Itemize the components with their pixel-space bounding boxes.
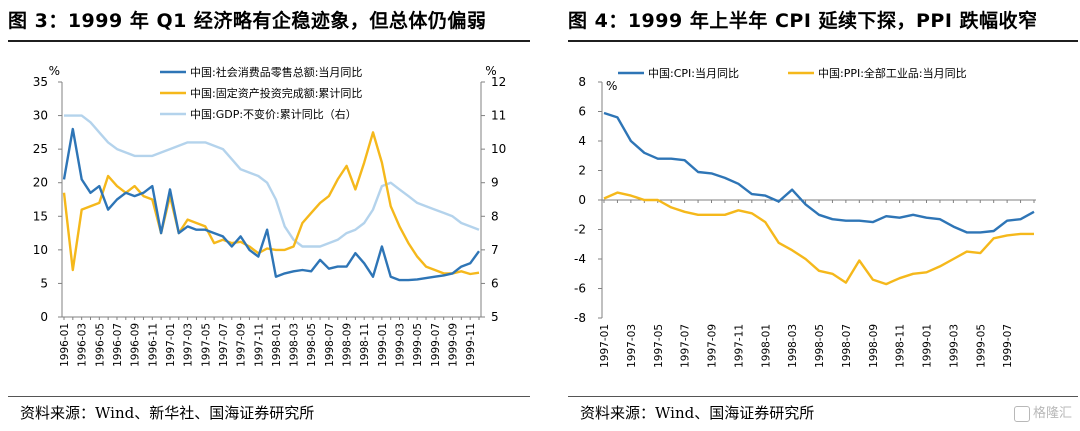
x-tick-label: 1999-01 [922,324,934,368]
x-tick-label: 1996-11 [147,323,159,367]
y-tick-label: 0 [578,193,586,207]
x-tick-label: 1999-05 [975,324,987,368]
y-tick-label: -2 [574,223,586,237]
x-tick-label: 1999-05 [412,323,424,367]
x-tick-label: 1999-11 [465,323,477,367]
x-tick-label: 1997-11 [733,324,745,368]
left-y-unit: % [49,64,60,78]
left-y-tick-label: 0 [40,310,48,324]
right-chart-title: 图 4：1999 年上半年 CPI 延续下探，PPI 跌幅收窄 [568,10,1038,32]
watermark-text: 格隆汇 [1032,406,1072,421]
legend-label: 中国:固定资产投资完成额:累计同比 [190,86,362,100]
x-tick-label: 1998-03 [289,323,301,367]
x-tick-label: 1997-09 [236,323,248,367]
left-y-tick-label: 20 [33,176,48,190]
y-tick-label: 2 [578,164,586,178]
right-title-rule [568,40,1078,42]
y-tick-label: 4 [578,134,586,148]
left-y-tick-label: 15 [33,209,48,223]
legend-label: 中国:PPI:全部工业品:当月同比 [818,66,967,80]
x-tick-label: 1997-03 [626,324,638,368]
right-chart-panel: 图 4：1999 年上半年 CPI 延续下探，PPI 跌幅收窄 % -8 -6 -4 -… [560,0,1080,431]
right-y-tick-label: 8 [491,209,499,223]
x-tick-label: 1997-07 [218,323,230,367]
x-tick-label: 1997-11 [253,323,265,367]
y-tick-label: 6 [578,105,586,119]
right-chart-svg: % -8 -6 -4 -2 0 2 4 6 8 1997-01 1997-03 1997-05 1997-… [574,66,1036,368]
left-y-tick-label: 35 [33,75,48,89]
x-tick-label: 1999-01 [377,323,389,367]
legend-label: 中国:CPI:当月同比 [648,66,739,80]
y-tick-label: -4 [574,252,586,266]
x-tick-label: 1998-01 [271,323,283,367]
y-tick-label: -6 [574,282,586,296]
x-tick-label: 1998-09 [342,323,354,367]
left-y-tick-label: 25 [33,142,48,156]
x-tick-label: 1998-09 [868,324,880,368]
x-tick-label: 1998-05 [814,324,826,368]
x-tick-label: 1996-07 [112,323,124,367]
x-tick-label: 1996-09 [130,323,142,367]
left-y-tick-label: 5 [40,276,48,290]
x-tick-label: 1997-07 [680,324,692,368]
left-y-tick-label: 30 [33,109,48,123]
x-tick-label: 1997-01 [165,323,177,367]
right-y-unit: % [485,64,496,78]
right-y-tick-label: 11 [491,109,506,123]
x-tick-label: 1999-07 [1002,324,1014,368]
x-tick-label: 1998-07 [841,324,853,368]
y-tick-label: -8 [574,311,586,325]
left-chart-panel: 图 3：1999 年 Q1 经济略有企稳迹象，但总体仍偏弱 %% 0 5 10 15 20… [8,10,530,422]
x-tick-label: 1999-07 [430,323,442,367]
right-y-tick-label: 12 [491,75,506,89]
watermark-logo: 格隆汇 [1013,402,1072,422]
x-tick-label: 1997-05 [653,324,665,368]
y-tick-label: 8 [578,75,586,89]
right-bottom-rule [568,396,1078,397]
x-tick-label: 1998-01 [760,324,772,368]
legend-label: 中国:社会消费品零售总额:当月同比 [190,65,362,79]
x-tick-label: 1998-11 [895,324,907,368]
x-tick-label: 1997-03 [183,323,195,367]
x-tick-label: 1999-03 [948,324,960,368]
left-title-rule [8,40,530,42]
watermark-icon [1013,405,1030,422]
series-line-gdp [64,114,480,248]
left-y-tick-label: 10 [33,243,48,257]
x-tick-label: 1998-11 [359,323,371,367]
right-y-tick-label: 6 [491,276,499,290]
left-chart-svg: % % 0 5 10 15 20 25 30 35 5 6 7 8 9 10 11 12 1996-01 1996-0… [33,64,507,367]
y-unit: % [606,79,617,93]
x-tick-label: 1999-09 [448,323,460,367]
right-y-tick-label: 9 [491,176,499,190]
series-line-cpi [603,111,1035,234]
x-tick-label: 1999-03 [395,323,407,367]
right-y-tick-label: 5 [491,310,499,324]
right-y-tick-label: 7 [491,243,499,257]
x-tick-label: 1997-05 [200,323,212,367]
x-tick-label: 1997-09 [707,324,719,368]
x-tick-label: 1997-01 [599,324,611,368]
x-tick-label: 1996-05 [94,323,106,367]
x-tick-label: 1998-07 [324,323,336,367]
x-tick-label: 1996-01 [59,323,71,367]
right-y-tick-label: 10 [491,142,506,156]
series-line-retail-sales [62,127,480,282]
series-line-ppi [603,191,1034,286]
left-source-note: 资料来源：Wind、新华社、国海证券研究所 [20,404,315,422]
x-tick-label: 1996-03 [77,323,89,367]
left-bottom-rule [8,396,530,397]
left-chart-title: 图 3：1999 年 Q1 经济略有企稳迹象，但总体仍偏弱 [8,10,487,32]
x-tick-label: 1998-03 [787,324,799,368]
legend-label: 中国:GDP:不变价:累计同比（右） [190,107,357,121]
right-source-note: 资料来源：Wind、国海证券研究所 [580,404,815,422]
x-tick-label: 1998-05 [306,323,318,367]
